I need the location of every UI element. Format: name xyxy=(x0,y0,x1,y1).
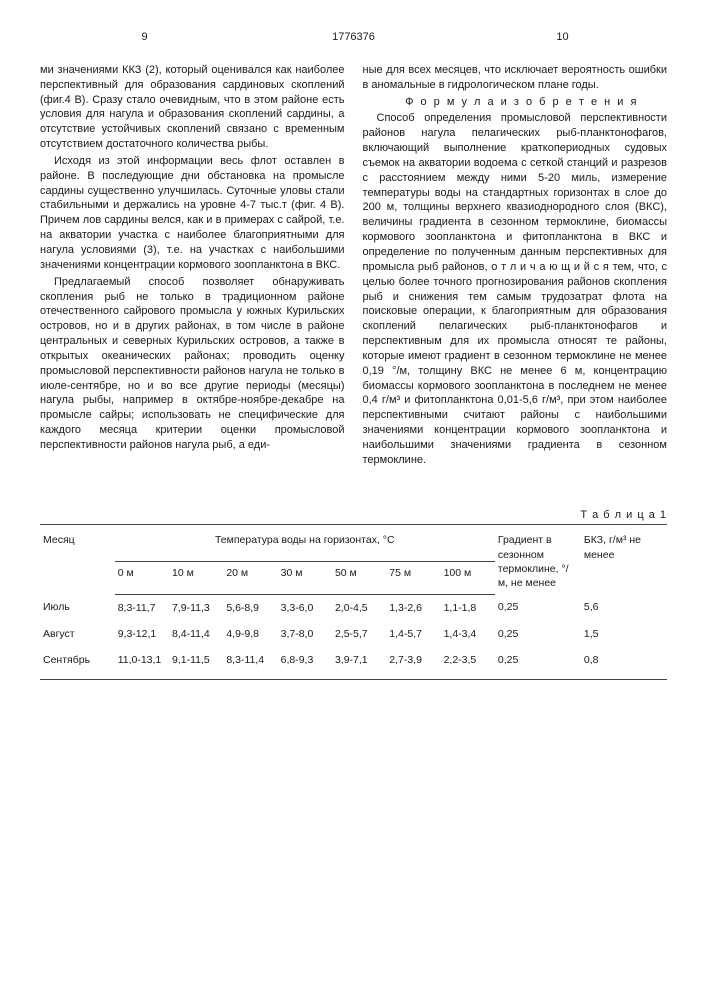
table-row: Июль8,3-11,77,9-11,35,6-8,93,3-6,02,0-4,… xyxy=(40,594,667,621)
th-0m: 0 м xyxy=(115,561,169,594)
th-100m: 100 м xyxy=(441,561,495,594)
table-row: Август9,3-12,18,4-11,44,9-9,83,7-8,02,5-… xyxy=(40,621,667,647)
table-cell: 0,25 xyxy=(495,621,581,647)
table-cell: 11,0-13,1 xyxy=(115,647,169,673)
page-left: 9 xyxy=(40,30,249,45)
table-cell: 5,6-8,9 xyxy=(223,594,277,621)
table-cell: 3,9-7,1 xyxy=(332,647,386,673)
table-row: Сентябрь11,0-13,19,1-11,58,3-11,46,8-9,3… xyxy=(40,647,667,673)
table-body: Июль8,3-11,77,9-11,35,6-8,93,3-6,02,0-4,… xyxy=(40,594,667,673)
table-cell: 8,3-11,4 xyxy=(223,647,277,673)
table-cell: 0,25 xyxy=(495,594,581,621)
table-cell: 1,3-2,6 xyxy=(386,594,440,621)
th-20m: 20 м xyxy=(223,561,277,594)
th-75m: 75 м xyxy=(386,561,440,594)
table-cell: 9,3-12,1 xyxy=(115,621,169,647)
table-cell: 8,3-11,7 xyxy=(115,594,169,621)
table-cell: 0,25 xyxy=(495,647,581,673)
table-label: Т а б л и ц а 1 xyxy=(40,508,667,526)
table-cell: 0,8 xyxy=(581,647,667,673)
table-cell: 3,3-6,0 xyxy=(278,594,332,621)
th-gradient: Градиент в сезонном термоклине, °/м, не … xyxy=(495,529,581,594)
data-table: Месяц Температура воды на горизонтах, °С… xyxy=(40,529,667,673)
table-cell: 2,7-3,9 xyxy=(386,647,440,673)
table-cell: 1,4-5,7 xyxy=(386,621,440,647)
th-10m: 10 м xyxy=(169,561,223,594)
para-2: Исходя из этой информации весь флот оста… xyxy=(40,154,345,273)
page-number-header: 9 1776376 10 xyxy=(40,30,667,45)
th-month: Месяц xyxy=(40,529,115,594)
th-bkz: БКЗ, г/м³ не менее xyxy=(581,529,667,594)
th-temp-group: Температура воды на горизонтах, °С xyxy=(115,529,495,561)
page-right: 10 xyxy=(458,30,667,45)
para-4: ные для всех месяцев, что исключает веро… xyxy=(363,63,668,93)
table-cell: 6,8-9,3 xyxy=(278,647,332,673)
table-cell: 8,4-11,4 xyxy=(169,621,223,647)
table-cell: Июль xyxy=(40,594,115,621)
table-cell: 2,0-4,5 xyxy=(332,594,386,621)
th-30m: 30 м xyxy=(278,561,332,594)
table-cell: 2,2-3,5 xyxy=(441,647,495,673)
formula-title: Ф о р м у л а и з о б р е т е н и я xyxy=(363,95,668,110)
table-cell: 5,6 xyxy=(581,594,667,621)
table-cell: Август xyxy=(40,621,115,647)
table-cell: 4,9-9,8 xyxy=(223,621,277,647)
table-cell: 1,1-1,8 xyxy=(441,594,495,621)
table-cell: 7,9-11,3 xyxy=(169,594,223,621)
patent-number: 1776376 xyxy=(249,30,458,45)
table-cell: 2,5-5,7 xyxy=(332,621,386,647)
table-cell: 1,4-3,4 xyxy=(441,621,495,647)
para-5: Способ определения промысловой перспекти… xyxy=(363,111,668,467)
th-50m: 50 м xyxy=(332,561,386,594)
table-cell: 3,7-8,0 xyxy=(278,621,332,647)
table-cell: Сентябрь xyxy=(40,647,115,673)
table-cell: 1,5 xyxy=(581,621,667,647)
text-columns: ми значениями ККЗ (2), который оценивалс… xyxy=(40,63,667,468)
para-3: Предлагаемый способ позволяет обнаружива… xyxy=(40,275,345,453)
table-cell: 9,1-11,5 xyxy=(169,647,223,673)
para-1: ми значениями ККЗ (2), который оценивалс… xyxy=(40,63,345,152)
